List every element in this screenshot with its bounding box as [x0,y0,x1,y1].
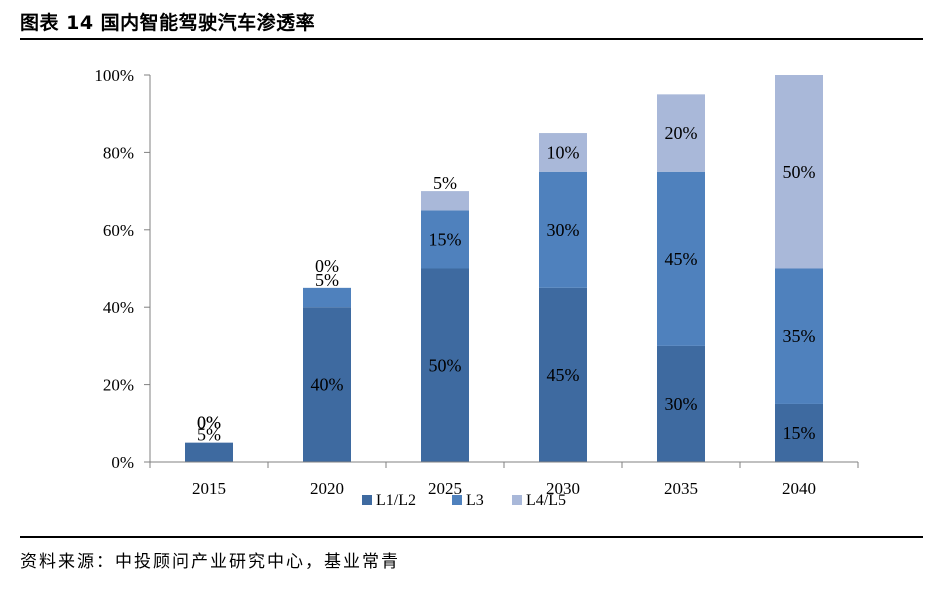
legend-swatch [452,495,462,505]
bar-segment [303,287,351,308]
data-label: 5% [433,173,457,193]
bar-segment [185,442,233,462]
data-label: 30% [665,394,698,414]
y-tick-label: 60% [103,221,134,240]
figure-title: 图表 14 国内智能驾驶汽车渗透率 [20,12,316,34]
data-label: 0% [315,256,339,276]
data-label: 5% [197,425,221,445]
data-label: 5% [315,270,339,290]
y-tick-label: 20% [103,376,134,395]
y-tick-label: 0% [111,453,134,472]
bar-segment [657,94,705,172]
source-rule [20,536,923,538]
y-tick-label: 80% [103,143,134,162]
bars-group [185,75,823,462]
bar-segment [539,287,587,462]
data-label: 20% [665,123,698,143]
bar-segment [539,133,587,172]
data-label: 45% [665,249,698,269]
data-label: 0% [197,413,221,433]
title-rule [20,38,923,40]
data-label: 45% [547,365,580,385]
x-tick-label: 2015 [192,479,226,498]
axes-group: 0% 20% 40% 60% 80% 100% 2015 2020 2025 2030 2035 20… [94,66,859,498]
data-label: 15% [429,229,462,249]
bar-segment [775,403,823,462]
bar-segment [539,171,587,288]
bar-segment [775,75,823,269]
bar-segment [657,345,705,462]
x-tick-label: 2040 [782,479,816,498]
x-tick-label: 2020 [310,479,344,498]
legend-label: L1/L2 [376,492,416,509]
data-label: 50% [429,355,462,375]
bar-segment [421,191,469,211]
legend-swatch [362,495,372,505]
x-tick-label: 2025 [428,479,462,498]
data-label: 15% [783,423,816,443]
legend: L1/L2 L3 L4/L5 [362,492,566,509]
bar-segment [303,307,351,462]
legend-label: L4/L5 [526,492,566,509]
data-label: 10% [547,142,580,162]
stacked-bar-chart: 5%0%0%40%5%0%50%15%5%45%30%10%30%45%20%1… [94,66,859,509]
legend-label: L3 [466,492,484,509]
y-tick-label: 40% [103,298,134,317]
legend-swatch [512,495,522,505]
bar-segment [775,268,823,404]
data-label: 30% [547,220,580,240]
y-tick-label: 100% [94,66,134,85]
data-labels-group: 5%0%0%40%5%0%50%15%5%45%30%10%30%45%20%1… [197,123,816,445]
bar-segment [657,171,705,346]
data-label: 50% [783,162,816,182]
data-label: 35% [783,326,816,346]
source-note: 资料来源：中投顾问产业研究中心，基业常青 [20,552,400,572]
data-label: 0% [197,413,221,433]
bar-segment [421,210,469,269]
x-tick-label: 2035 [664,479,698,498]
bar-segment [421,268,469,462]
x-tick-label: 2030 [546,479,580,498]
data-label: 40% [311,375,344,395]
